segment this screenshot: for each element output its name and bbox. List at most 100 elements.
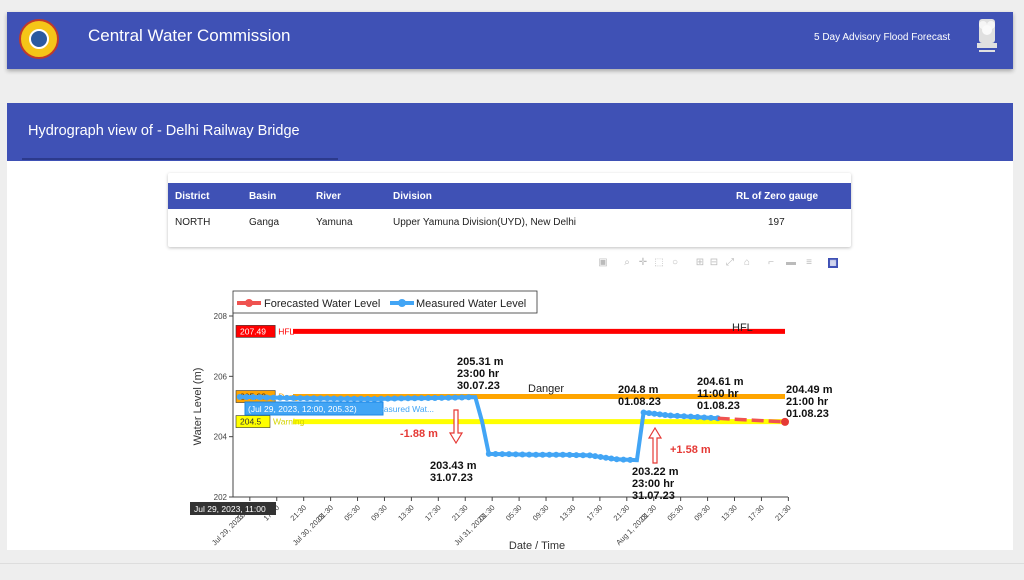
measured-point (573, 452, 580, 459)
zoom-out-icon[interactable]: ⊟ (709, 257, 719, 268)
legend-forecast-marker (245, 299, 253, 307)
cell-district: NORTH (175, 217, 211, 228)
annotation-text: 205.31 m (457, 356, 504, 368)
legend-box (232, 290, 538, 314)
measured-point (546, 451, 553, 458)
measured-point (519, 451, 526, 458)
measured-point (357, 395, 364, 402)
measured-point (627, 456, 634, 463)
measured-point (283, 394, 290, 401)
x-tick-label: 05:30 (665, 503, 685, 523)
measured-point (391, 395, 398, 402)
hydrograph-chart[interactable]: 202 204 206 208 Water Level (m) 13:30 Jul 29, … (175, 253, 844, 550)
x-tick-label: 17:30 (423, 503, 443, 523)
pan-icon[interactable]: ✛ (638, 257, 648, 268)
autoscale-icon[interactable]: ⤢ (726, 257, 734, 268)
measured-point (371, 395, 378, 402)
header-basin: Basin (249, 191, 277, 202)
x-tick-label: 05:30 (342, 503, 362, 523)
threshold-tag (235, 415, 271, 428)
measured-point (431, 394, 438, 401)
forecast-link[interactable]: 5 Day Advisory Flood Forecast (814, 32, 951, 43)
annotation-text: 31.07.23 (430, 472, 473, 484)
x-tick-label: 17:30 (746, 503, 766, 523)
measured-point (378, 395, 385, 402)
measured-point (526, 451, 533, 458)
spike-icon[interactable]: ⌐ (768, 257, 774, 268)
title-underline (22, 158, 338, 160)
cell-basin: Ganga (249, 217, 280, 228)
footer-divider (0, 563, 1024, 564)
measured-point (707, 414, 714, 421)
measured-point (586, 452, 593, 459)
forecast-series-line (717, 416, 786, 424)
app-header: Central Water Commission 5 Day Advisory … (7, 12, 1013, 69)
app-title: Central Water Commission (88, 26, 291, 45)
measured-point (256, 394, 263, 401)
zoom-in-icon[interactable]: ⊞ (695, 257, 705, 268)
x-tick-label: 13:30 (719, 503, 739, 523)
annotation-text: 204.8 m (618, 384, 659, 396)
page-title: Hydrograph view of - Delhi Railway Bridg… (28, 123, 300, 139)
measured-point (559, 451, 566, 458)
measured-point (656, 411, 663, 418)
x-tick-label: 09:30 (531, 503, 551, 523)
annotation-text: 23:00 hr (632, 478, 675, 490)
cell-division: Upper Yamuna Division(UYD), New Delhi (393, 217, 577, 228)
x-tick-label: 17:30 (585, 503, 605, 523)
annotation-text: 01.08.23 (618, 396, 661, 408)
measured-point (506, 451, 512, 458)
annotation-text: 11:00 hr (697, 388, 739, 400)
measured-point (324, 395, 331, 402)
y-axis-title: Water Level (m) (192, 368, 204, 446)
measured-point (592, 453, 599, 460)
lasso-icon[interactable]: ○ (671, 257, 679, 268)
measured-point (681, 413, 688, 420)
plotly-logo-icon[interactable]: ▦ (828, 258, 838, 268)
annotation-text: 01.08.23 (786, 408, 829, 420)
threshold-label: Warning (273, 417, 305, 427)
header-division: Division (393, 191, 432, 202)
header-district: District (175, 191, 210, 202)
x-tick-label: Jul 29, 2023 (210, 512, 245, 547)
hover-compare-icon[interactable]: ≡ (806, 257, 812, 268)
hover-closest-icon[interactable]: ▬ (786, 257, 796, 268)
forecast-point (781, 417, 789, 426)
measured-point (651, 410, 658, 417)
measured-point (613, 456, 620, 463)
measured-point (243, 393, 250, 400)
legend-forecast-label: Forecasted Water Level (264, 298, 380, 310)
threshold-value: 204.5 (240, 417, 262, 427)
measured-point (330, 395, 337, 402)
measured-point (512, 451, 519, 458)
measured-point (566, 451, 573, 458)
measured-point (662, 411, 669, 418)
measured-point (351, 395, 358, 402)
hover-x-label: Jul 29, 2023, 11:00 (194, 504, 266, 514)
camera-icon[interactable]: ▣ (598, 257, 608, 268)
y-tick-label: 208 (214, 312, 228, 321)
header-river: River (316, 191, 342, 202)
measured-point (411, 395, 418, 402)
measured-point (425, 395, 432, 402)
reset-icon[interactable]: ⌂ (743, 257, 751, 268)
hydrograph-svg[interactable]: 202 204 206 208 Water Level (m) 13:30 Jul 29, … (175, 253, 844, 550)
annotation-text: 01.08.23 (697, 400, 740, 412)
hover-series-label: Measured Wat... (372, 404, 434, 414)
x-tick-label: 21:30 (288, 503, 308, 523)
annotation-text: +1.58 m (670, 444, 711, 456)
national-emblem-icon (977, 19, 997, 52)
annotation-text: 31.07.23 (632, 490, 675, 502)
measured-point (608, 455, 615, 462)
measured-point (398, 395, 405, 402)
zoom-icon[interactable]: ⌕ (624, 257, 630, 268)
x-tick-label: 21:30 (450, 503, 470, 523)
measured-point (553, 451, 560, 458)
x-tick-label: 05:30 (504, 503, 524, 523)
y-tick-label: 206 (214, 372, 228, 381)
measured-point (438, 394, 445, 401)
measured-point (580, 452, 587, 459)
box-select-icon[interactable]: ⬚ (654, 257, 664, 268)
annotation-text: 203.22 m (632, 466, 679, 478)
measured-point (667, 412, 674, 419)
